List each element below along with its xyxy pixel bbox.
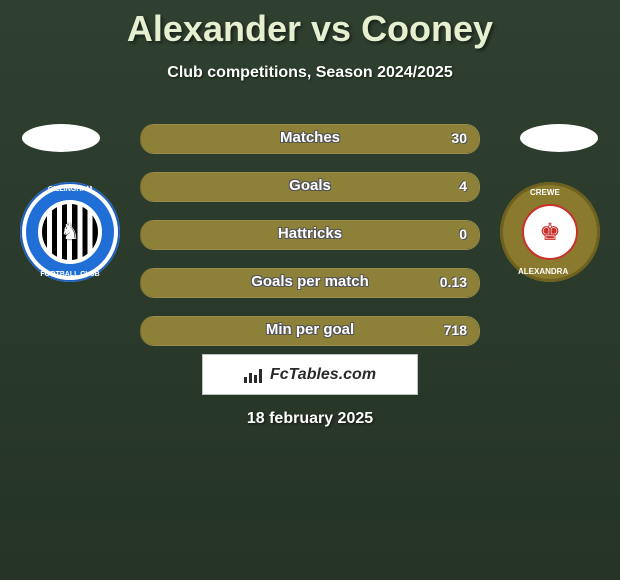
stat-label: Hattricks (141, 225, 479, 242)
stat-value-right: 30 (451, 130, 467, 146)
badge-text-top: GILLINGHAM (20, 186, 120, 193)
barchart-icon (244, 367, 264, 383)
club-badge-right: CREWE ALEXANDRA ♚ (500, 182, 600, 282)
badge-text-bottom: FOOTBALL CLUB (20, 271, 120, 278)
gillingham-badge: GILLINGHAM ♞ FOOTBALL CLUB (20, 182, 120, 282)
crewe-ring-text: CREWE ALEXANDRA (500, 182, 600, 282)
crewe-txt-2: ALEXANDRA (518, 267, 568, 276)
subtitle: Club competitions, Season 2024/2025 (0, 64, 620, 82)
crewe-txt-1: CREWE (530, 188, 560, 197)
stat-label: Min per goal (141, 321, 479, 338)
stat-value-right: 4 (459, 178, 467, 194)
source-label: FcTables.com (270, 366, 376, 384)
stat-value-right: 0.13 (440, 274, 467, 290)
player-right-name: Cooney (361, 8, 493, 49)
stat-bar: Goals4 (140, 172, 480, 202)
player-left-avatar (22, 124, 100, 152)
page-title: Alexander vs Cooney (0, 0, 620, 50)
stat-bar: Goals per match0.13 (140, 268, 480, 298)
source-credit[interactable]: FcTables.com (202, 354, 418, 395)
comparison-card: Alexander vs Cooney Club competitions, S… (0, 0, 620, 580)
player-left-name: Alexander (127, 8, 301, 49)
stat-bar: Min per goal718 (140, 316, 480, 346)
stat-bar: Hattricks0 (140, 220, 480, 250)
player-right-avatar (520, 124, 598, 152)
stat-value-right: 718 (444, 322, 467, 338)
stats-panel: Matches30 Goals4 Hattricks0 Goals per match… (140, 124, 480, 364)
badge-inner-stripes: ♞ (42, 204, 98, 260)
horse-icon: ♞ (60, 219, 80, 245)
crewe-badge: CREWE ALEXANDRA ♚ (500, 182, 600, 282)
stat-label: Goals per match (141, 273, 479, 290)
stat-bar: Matches30 (140, 124, 480, 154)
vs-label: vs (311, 8, 351, 49)
stat-label: Matches (141, 129, 479, 146)
date-label: 18 february 2025 (0, 410, 620, 428)
stat-value-right: 0 (459, 226, 467, 242)
club-badge-left: GILLINGHAM ♞ FOOTBALL CLUB (20, 182, 120, 282)
stat-label: Goals (141, 177, 479, 194)
